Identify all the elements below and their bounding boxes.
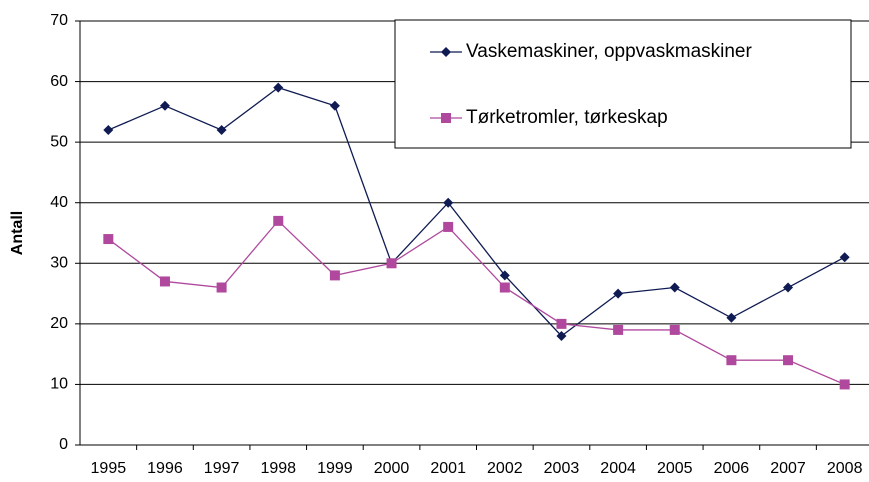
x-tick-label: 2007 bbox=[770, 460, 806, 477]
data-point bbox=[159, 100, 170, 111]
y-tick-label: 30 bbox=[50, 255, 68, 272]
data-point bbox=[839, 379, 850, 390]
y-tick-label: 10 bbox=[50, 376, 68, 393]
data-point bbox=[669, 324, 680, 335]
y-tick-label: 0 bbox=[59, 436, 68, 453]
x-tick-label: 1996 bbox=[147, 460, 183, 477]
data-point bbox=[216, 125, 227, 136]
data-point bbox=[443, 197, 454, 208]
data-point bbox=[839, 252, 850, 263]
legend-marker bbox=[441, 47, 451, 57]
data-point bbox=[103, 125, 114, 136]
data-point bbox=[783, 355, 794, 366]
legend-box bbox=[394, 19, 852, 149]
data-point bbox=[443, 221, 454, 232]
legend-marker bbox=[441, 113, 451, 123]
x-tick-label: 1999 bbox=[317, 460, 353, 477]
data-point bbox=[499, 282, 510, 293]
x-tick-label: 2001 bbox=[430, 460, 466, 477]
x-tick-label: 2000 bbox=[374, 460, 410, 477]
series-line bbox=[107, 219, 845, 386]
data-point bbox=[273, 215, 284, 226]
legend-label: Vaskemaskiner, oppvaskmaskiner bbox=[466, 41, 752, 62]
data-point bbox=[556, 330, 567, 341]
data-point bbox=[499, 270, 510, 281]
y-tick-label: 20 bbox=[50, 315, 68, 332]
data-point bbox=[216, 282, 227, 293]
data-point bbox=[556, 318, 567, 329]
x-tick-label: 2008 bbox=[827, 460, 863, 477]
y-axis-title: Antall bbox=[9, 211, 26, 255]
data-point bbox=[613, 288, 624, 299]
x-tick-label: 2005 bbox=[657, 460, 693, 477]
y-tick-label: 40 bbox=[50, 194, 68, 211]
data-point bbox=[613, 324, 624, 335]
x-tick-label: 2004 bbox=[600, 460, 636, 477]
data-point bbox=[329, 100, 340, 111]
x-tick-label: 2003 bbox=[544, 460, 580, 477]
x-tick-label: 1995 bbox=[91, 460, 127, 477]
legend-label: Tørketromler, tørkeskap bbox=[466, 107, 668, 128]
x-tick-label: 2002 bbox=[487, 460, 523, 477]
x-tick-label: 1997 bbox=[204, 460, 240, 477]
data-point bbox=[726, 312, 737, 323]
y-tick-label: 50 bbox=[50, 133, 68, 150]
y-tick-label: 70 bbox=[50, 12, 68, 29]
data-point bbox=[783, 282, 794, 293]
x-tick-label: 1998 bbox=[260, 460, 296, 477]
data-point bbox=[273, 82, 284, 93]
data-point bbox=[726, 355, 737, 366]
series-line bbox=[108, 86, 845, 337]
y-tick-label: 60 bbox=[50, 73, 68, 90]
data-point bbox=[329, 270, 340, 281]
data-point bbox=[103, 234, 114, 245]
data-point bbox=[386, 258, 397, 269]
data-point bbox=[669, 282, 680, 293]
data-point bbox=[159, 276, 170, 287]
x-tick-label: 2006 bbox=[714, 460, 750, 477]
